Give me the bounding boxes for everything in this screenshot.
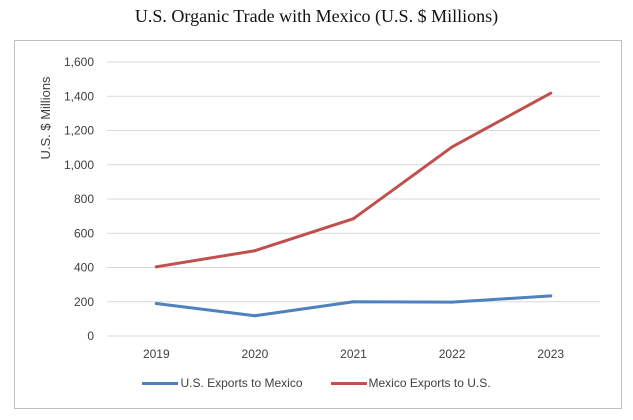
data-point [253,249,257,253]
data-point [352,300,355,304]
y-tick-label: 1,200 [64,124,94,138]
gridlines [107,61,600,337]
series-lines [154,91,553,318]
data-point [450,300,454,304]
legend-item-us-exports: U.S. Exports to Mexico [142,376,303,390]
legend-swatch-us-exports [142,381,179,385]
chart-title: U.S. Organic Trade with Mexico (U.S. $ M… [134,6,499,26]
data-point [154,265,158,269]
data-point [549,91,553,95]
y-tick-label: 800 [74,192,94,206]
y-tick-label: 0 [87,329,94,343]
legend-label-mexico-exports: Mexico Exports to U.S. [368,376,491,390]
series-line-1 [154,91,553,269]
legend-swatch-mexico-exports [330,381,367,385]
data-point [549,294,553,298]
series-line-0 [154,294,553,318]
legend: U.S. Exports to Mexico Mexico Exports to… [0,376,633,390]
data-point [154,301,158,305]
x-tick-label: 2019 [143,347,170,361]
x-tick-label: 2022 [439,347,466,361]
y-tick-labels: 0 200 400 600 800 1,000 1,200 1,400 1,600 [64,55,94,343]
chart-area [14,40,622,409]
y-tick-label: 1,600 [64,55,94,69]
legend-item-mexico-exports: Mexico Exports to U.S. [330,376,491,390]
y-tick-label: 600 [74,226,94,240]
data-point [253,314,257,318]
data-point [450,145,454,149]
y-tick-label: 1,400 [64,89,94,103]
x-tick-label: 2023 [537,347,564,361]
y-tick-label: 200 [74,295,94,309]
y-tick-label: 400 [74,261,94,275]
data-point [352,217,355,221]
y-axis-title: U.S. $ Millions [38,76,53,160]
x-tick-labels: 2019 2020 2021 2022 2023 [143,347,564,361]
legend-label-us-exports: U.S. Exports to Mexico [180,376,303,390]
x-tick-label: 2020 [242,347,269,361]
y-tick-label: 1,000 [64,158,94,172]
x-tick-label: 2021 [340,347,367,361]
